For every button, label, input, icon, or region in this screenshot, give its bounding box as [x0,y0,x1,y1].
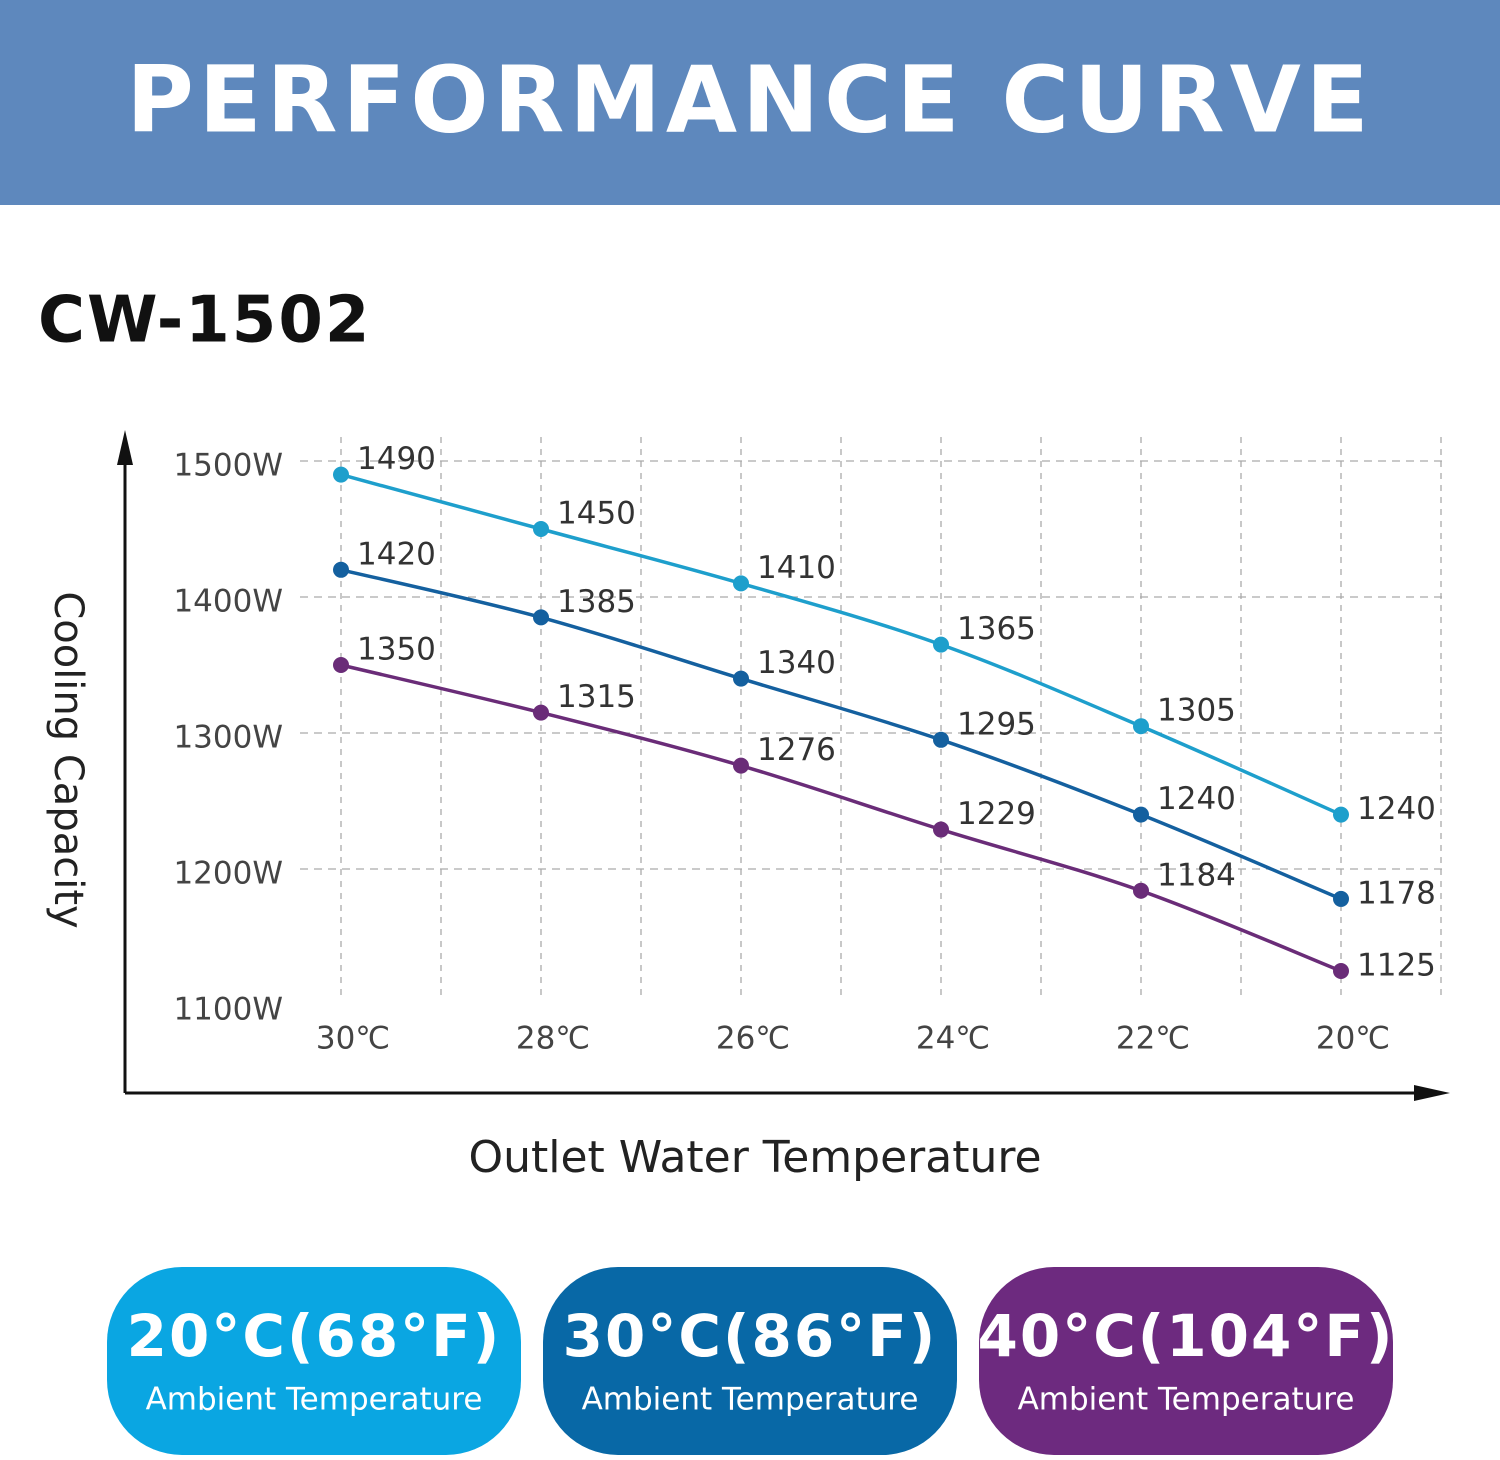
x-axis-arrow [1414,1085,1450,1101]
data-point [933,821,949,838]
data-label: 1365 [957,611,1036,647]
x-tick-label: 22℃ [1116,1021,1190,1057]
data-point [333,657,349,673]
data-point [533,609,549,626]
y-tick-label: 1500W [173,448,283,484]
legend-name: 30°C(86°F) [563,1302,938,1370]
y-tick-label: 1200W [173,856,283,892]
header-band [0,0,1500,205]
data-label: 1420 [357,536,436,572]
y-tick-label: 1400W [173,584,283,620]
data-label: 1229 [957,796,1036,832]
data-point [933,731,949,748]
x-tick-label: 30℃ [316,1021,390,1057]
data-label: 1240 [1357,791,1436,827]
data-point [733,575,749,592]
y-axis-label: Cooling Capacity [45,591,91,928]
data-label: 1410 [757,550,836,586]
data-label: 1295 [957,706,1036,742]
data-point [533,521,549,537]
y-tick-label: 1300W [173,720,283,756]
header-title: PERFORMANCE CURVE [126,46,1373,153]
series-line [340,663,1342,973]
data-point [733,670,749,687]
legend-name: 40°C(104°F) [978,1302,1395,1370]
data-label: 1184 [1157,857,1236,893]
data-label: 1305 [1157,693,1236,729]
data-point [1333,806,1349,823]
data-label: 1178 [1357,875,1436,911]
data-point [333,466,349,483]
data-label: 1385 [557,584,636,620]
legend-subtitle: Ambient Temperature [582,1382,919,1418]
legend-badge [543,1267,957,1455]
legend-subtitle: Ambient Temperature [146,1382,483,1418]
data-label: 1276 [757,732,836,768]
chart-title: CW-1502 [38,284,371,358]
series-line [340,568,1342,901]
data-point [1133,882,1149,899]
legend-badge [979,1267,1393,1455]
data-point [1333,890,1349,907]
data-point [1133,806,1149,823]
data-point [533,704,549,721]
data-label: 1450 [557,496,636,532]
x-tick-label: 20℃ [1316,1021,1390,1057]
series-line [340,472,1342,817]
y-axis-arrow [117,430,133,465]
y-tick-label: 1100W [173,992,283,1028]
x-axis-label: Outlet Water Temperature [468,1132,1041,1183]
x-tick-label: 28℃ [516,1021,590,1057]
data-label: 1340 [757,645,836,681]
data-label: 1490 [357,441,436,477]
data-label: 1240 [1157,781,1236,817]
data-point [333,561,349,578]
data-point [933,636,949,653]
legend-name: 20°C(68°F) [127,1302,502,1370]
data-point [733,757,749,774]
data-point [1133,718,1149,735]
data-label: 1350 [357,632,436,668]
data-label: 1315 [557,679,636,715]
data-label: 1125 [1357,948,1436,984]
legend-badge [107,1267,521,1455]
x-tick-label: 26℃ [716,1021,790,1057]
data-point [1333,963,1349,979]
x-tick-label: 24℃ [916,1021,990,1057]
legend-subtitle: Ambient Temperature [1018,1382,1355,1418]
